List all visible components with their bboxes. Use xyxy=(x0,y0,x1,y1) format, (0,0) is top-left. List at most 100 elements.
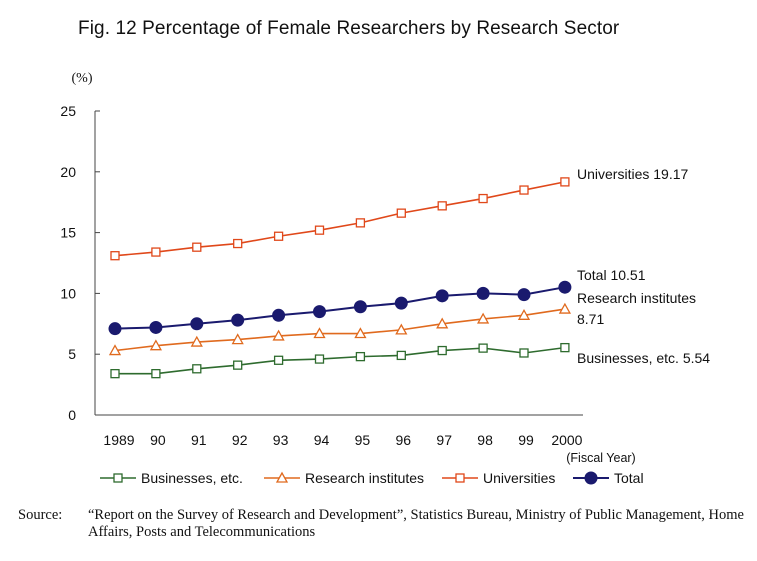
source-text: “Report on the Survey of Research and De… xyxy=(88,507,744,540)
end-label-total: Total 10.51 xyxy=(577,267,646,283)
data-point xyxy=(273,231,284,241)
data-point xyxy=(519,348,529,358)
chart-series xyxy=(108,177,572,379)
data-point xyxy=(272,308,286,322)
x-tick-label: 92 xyxy=(232,432,248,448)
source-label: Source: xyxy=(18,507,63,523)
data-point xyxy=(353,300,367,314)
y-tick-label: 5 xyxy=(68,346,76,362)
legend-item: Total xyxy=(573,470,644,486)
chart-axes: 0 5 10 15 20 25 (%) 1989 90 91 92 93 94 95 96 97 98 99 200… xyxy=(60,71,635,465)
x-tick-label: 93 xyxy=(273,432,289,448)
end-label-research-institutes: Research institutes xyxy=(577,290,696,306)
y-tick-label: 10 xyxy=(60,285,76,301)
x-tick-label: 2000 xyxy=(551,432,582,448)
data-point xyxy=(151,369,161,379)
data-point xyxy=(478,343,488,353)
data-point xyxy=(190,317,204,331)
legend-label: Total xyxy=(614,470,644,486)
data-point xyxy=(231,313,245,327)
legend-item: Research institutes xyxy=(264,470,424,486)
y-tick-label: 15 xyxy=(60,225,76,241)
data-point xyxy=(436,317,449,329)
x-tick-label: 97 xyxy=(436,432,452,448)
data-point xyxy=(519,185,529,195)
data-point xyxy=(394,296,408,310)
y-tick-label: 25 xyxy=(60,103,76,119)
data-point xyxy=(355,351,366,362)
series-end-labels: Universities 19.17 Total 10.51 Research in… xyxy=(577,166,710,366)
data-point xyxy=(272,329,285,341)
data-point xyxy=(149,339,163,351)
data-point xyxy=(192,242,202,252)
data-point xyxy=(151,247,161,257)
legend-item: Businesses, etc. xyxy=(100,470,243,486)
legend-marker xyxy=(455,473,465,483)
legend-marker xyxy=(584,471,598,485)
data-point xyxy=(558,280,572,294)
x-tick-label: 95 xyxy=(355,432,371,448)
data-point xyxy=(396,350,406,361)
x-tick-label: 90 xyxy=(150,432,166,448)
end-label-businesses: Businesses, etc. 5.54 xyxy=(577,350,710,366)
data-point xyxy=(476,286,490,300)
data-point xyxy=(313,327,326,339)
x-tick-label: 94 xyxy=(314,432,330,448)
data-point xyxy=(437,345,447,356)
data-point xyxy=(108,322,122,336)
source-note: Source: “Report on the Survey of Research… xyxy=(18,507,753,541)
series-line xyxy=(114,308,566,352)
line-chart: 0 5 10 15 20 25 (%) 1989 90 91 92 93 94 95 96 97 98 99 200… xyxy=(60,71,710,486)
data-point xyxy=(395,323,408,335)
series-line xyxy=(115,346,566,375)
data-point xyxy=(313,305,326,319)
series-total xyxy=(108,280,572,336)
series-businesses-etc xyxy=(110,342,570,379)
series-line xyxy=(114,286,566,330)
data-point xyxy=(354,327,367,339)
series-line xyxy=(114,181,566,257)
x-tick-label: 91 xyxy=(191,432,207,448)
data-point xyxy=(478,193,488,204)
data-point xyxy=(355,218,366,228)
data-point xyxy=(233,360,243,370)
data-point xyxy=(396,208,406,218)
data-point xyxy=(149,320,163,334)
data-point xyxy=(560,342,570,353)
data-point xyxy=(517,308,531,320)
y-tick-label: 20 xyxy=(60,164,76,180)
legend-label: Businesses, etc. xyxy=(141,470,243,486)
data-point xyxy=(110,251,120,261)
data-point xyxy=(517,288,531,302)
data-point xyxy=(231,333,244,345)
x-tick-label: 1989 xyxy=(103,432,134,448)
series-research-institutes xyxy=(108,302,572,356)
x-tick-label: 99 xyxy=(518,432,534,448)
x-axis-label: (Fiscal Year) xyxy=(566,451,635,465)
legend-label: Research institutes xyxy=(305,470,424,486)
data-point xyxy=(273,355,284,365)
chart-legend: Businesses, etc. Research institutes Unive… xyxy=(100,470,644,486)
y-tick-label: 0 xyxy=(68,407,76,423)
data-point xyxy=(437,201,447,211)
data-point xyxy=(314,225,325,235)
data-point xyxy=(558,302,572,314)
y-axis-label: (%) xyxy=(72,71,93,86)
end-label-universities: Universities 19.17 xyxy=(577,166,688,182)
x-tick-label: 96 xyxy=(396,432,412,448)
legend-marker xyxy=(275,471,289,483)
data-point xyxy=(233,238,243,249)
legend-label: Universities xyxy=(483,470,555,486)
legend-item: Universities xyxy=(442,470,555,486)
data-point xyxy=(108,344,122,356)
data-point xyxy=(110,369,120,379)
data-point xyxy=(190,335,203,347)
end-label-research-institutes-value: 8.71 xyxy=(577,311,604,327)
data-point xyxy=(314,354,325,364)
data-point xyxy=(560,177,570,187)
chart-title: Fig. 12 Percentage of Female Researchers… xyxy=(78,18,620,39)
data-point xyxy=(435,289,449,303)
series-universities xyxy=(110,177,570,261)
data-point xyxy=(476,312,490,324)
x-tick-label: 98 xyxy=(477,432,493,448)
